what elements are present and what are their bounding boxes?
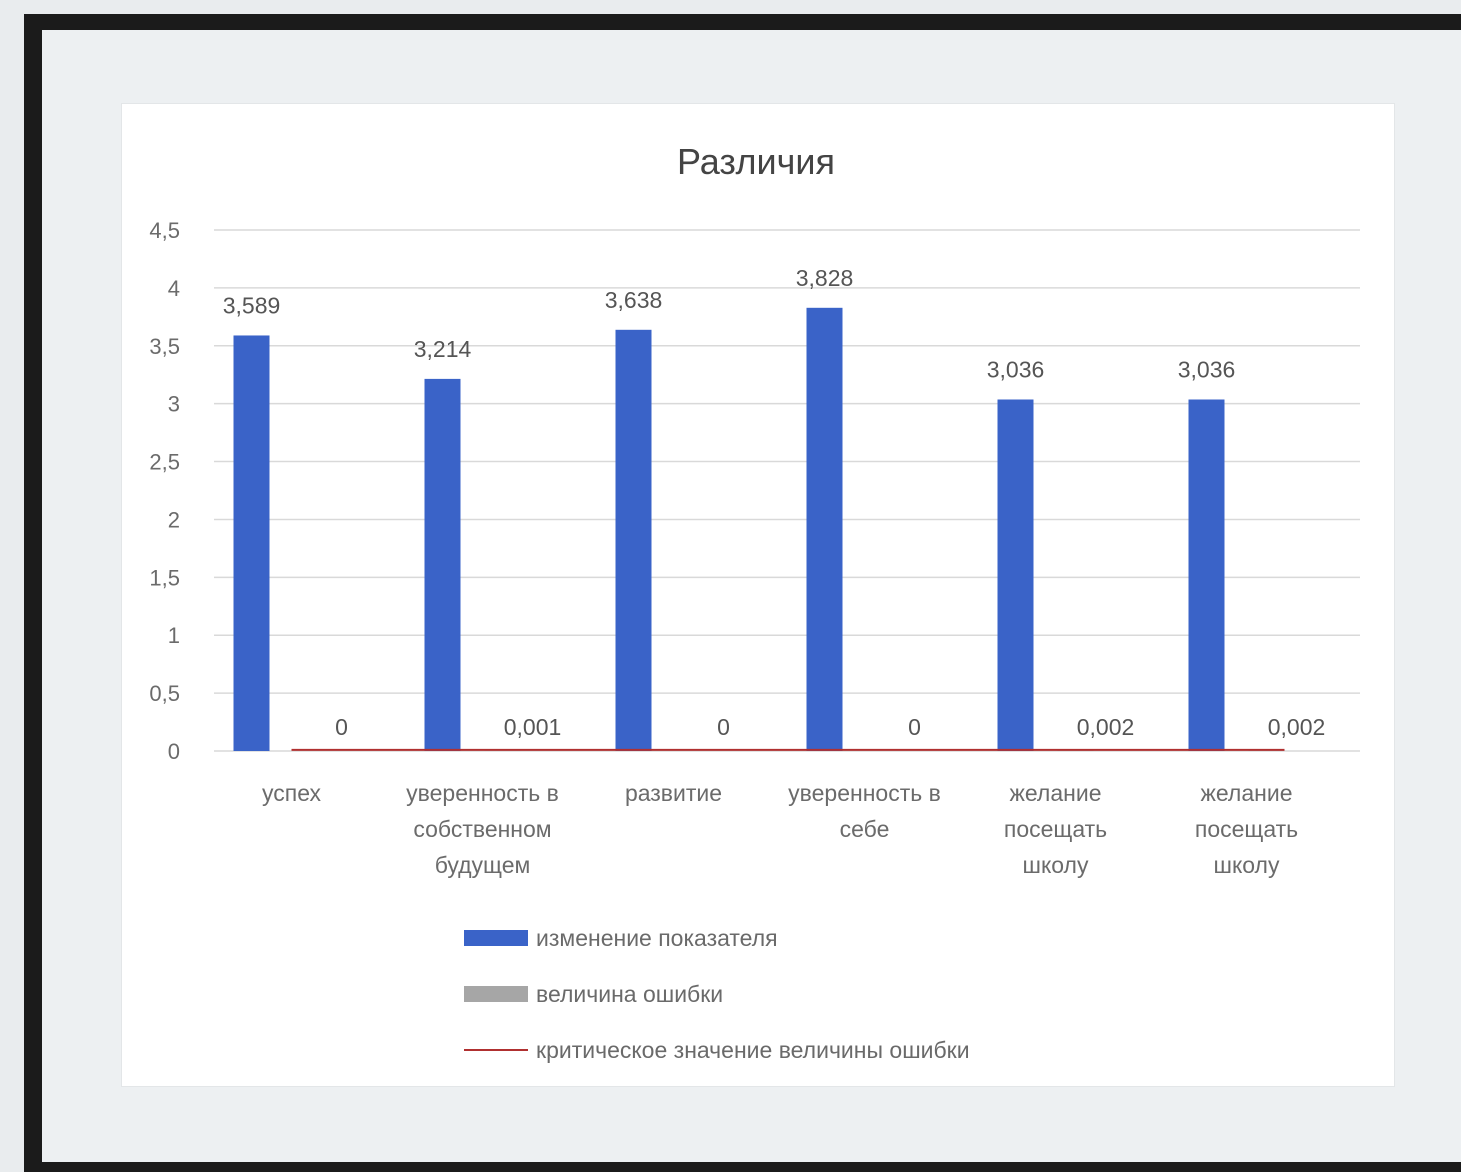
legend-swatch-red-line bbox=[464, 1049, 528, 1051]
data-label-change: 3,828 bbox=[796, 265, 854, 291]
data-label-change: 3,638 bbox=[605, 287, 663, 313]
x-tick-label: желание bbox=[1201, 780, 1293, 806]
x-tick-label: посещать bbox=[1195, 816, 1298, 842]
data-label-error: 0,001 bbox=[504, 714, 562, 740]
x-tick-label: развитие bbox=[625, 780, 722, 806]
y-tick-label: 0 bbox=[168, 739, 180, 764]
bar-change bbox=[615, 329, 652, 751]
bar-change bbox=[997, 399, 1034, 751]
data-label-change: 3,036 bbox=[987, 356, 1045, 382]
x-tick-label: школу bbox=[1214, 852, 1280, 878]
chart-title: Различия bbox=[677, 141, 835, 182]
legend-item-error: величина ошибки bbox=[464, 966, 970, 1022]
y-tick-label: 3,5 bbox=[149, 334, 180, 359]
y-tick-label: 0,5 bbox=[149, 681, 180, 706]
legend-swatch-blue bbox=[464, 930, 528, 946]
legend-item-change: изменение показателя bbox=[464, 910, 970, 966]
x-tick-label: уверенность в bbox=[406, 780, 559, 806]
bar-change bbox=[424, 378, 461, 751]
y-tick-label: 1,5 bbox=[149, 565, 180, 590]
y-tick-label: 3 bbox=[168, 392, 180, 417]
bar-change bbox=[233, 335, 270, 751]
bar-change bbox=[806, 307, 843, 751]
y-tick-label: 4,5 bbox=[149, 218, 180, 243]
data-label-error: 0,002 bbox=[1268, 714, 1326, 740]
x-tick-label: желание bbox=[1010, 780, 1102, 806]
data-label-change: 3,214 bbox=[414, 336, 472, 362]
legend-label-critical: критическое значение величины ошибки bbox=[536, 1036, 970, 1063]
data-label-error: 0 bbox=[717, 714, 730, 740]
chart-svg: Различия 0 0,5 1 1,5 2 2,5 3 3,5 4 4,5 3,589 0 3,21… bbox=[149, 141, 1360, 878]
y-tick-label: 4 bbox=[168, 276, 180, 301]
y-tick-label: 2 bbox=[168, 507, 180, 532]
x-tick-label: будущем bbox=[435, 852, 531, 878]
legend-swatch-grey bbox=[464, 986, 528, 1002]
x-tick-label: собственном bbox=[413, 816, 551, 842]
bar-change bbox=[1188, 399, 1225, 751]
data-label-error: 0,002 bbox=[1077, 714, 1135, 740]
x-tick-label: уверенность в bbox=[788, 780, 941, 806]
x-tick-label: себе bbox=[840, 816, 890, 842]
legend-label-change: изменение показателя bbox=[536, 924, 778, 951]
data-label-error: 0 bbox=[335, 714, 348, 740]
chart-legend: изменение показателя величина ошибки кри… bbox=[464, 910, 970, 1078]
x-tick-label: школу bbox=[1023, 852, 1089, 878]
x-tick-label: успех bbox=[262, 780, 321, 806]
y-tick-label: 2,5 bbox=[149, 450, 180, 475]
chart-card: Различия 0 0,5 1 1,5 2 2,5 3 3,5 4 4,5 3,589 0 3,21… bbox=[122, 104, 1394, 1086]
data-label-error: 0 bbox=[908, 714, 921, 740]
y-tick-label: 1 bbox=[168, 623, 180, 648]
data-label-change: 3,036 bbox=[1178, 356, 1236, 382]
x-tick-label: посещать bbox=[1004, 816, 1107, 842]
legend-item-critical: критическое значение величины ошибки bbox=[464, 1022, 970, 1078]
data-label-change: 3,589 bbox=[223, 292, 281, 318]
legend-label-error: величина ошибки bbox=[536, 980, 724, 1007]
